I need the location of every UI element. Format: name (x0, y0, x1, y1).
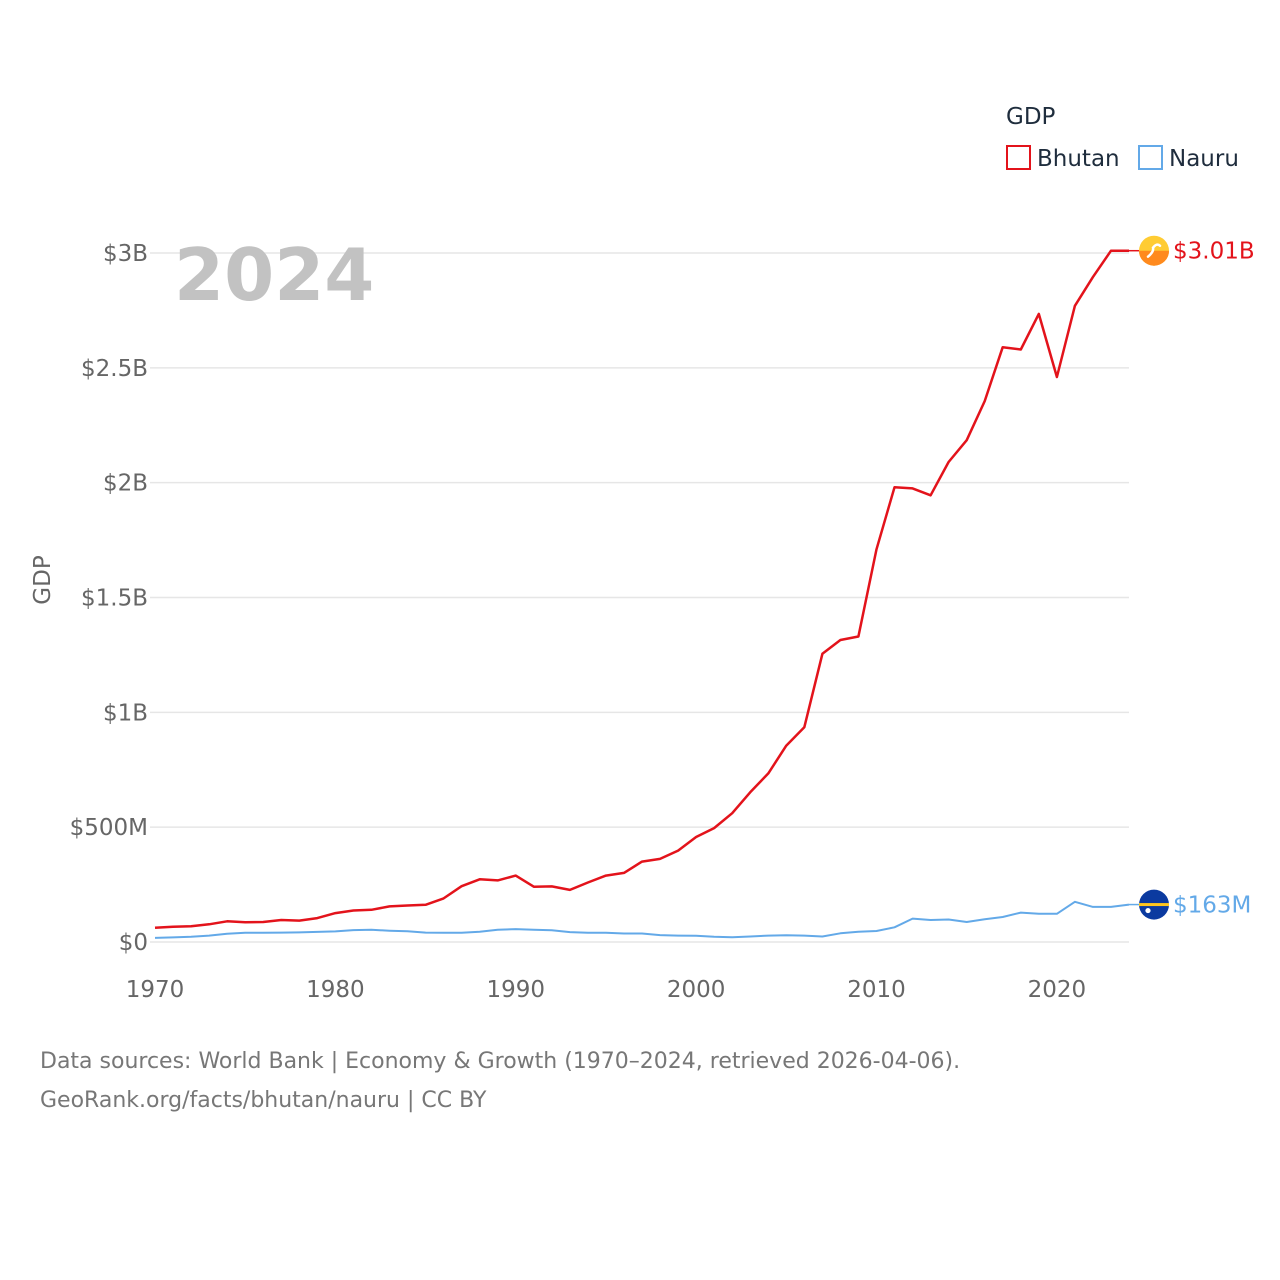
bhutan-flag-icon (1139, 235, 1169, 266)
y-tick-label: $500M (70, 815, 148, 841)
gridlines (150, 252, 1129, 943)
series-line-nauru (154, 900, 1130, 939)
y-axis: $0 $500M $1B $1.5B $2B $2.5B $3B (70, 241, 148, 956)
nauru-flag-icon (1139, 889, 1169, 920)
footer-sources: Data sources: World Bank | Economy & Gro… (40, 1049, 961, 1074)
legend-label-nauru: Nauru (1169, 146, 1239, 172)
y-axis-title: GDP (30, 555, 56, 605)
legend-swatch-bhutan (1006, 145, 1031, 170)
legend-swatch-nauru (1138, 145, 1163, 170)
y-tick-label: $2B (103, 471, 148, 497)
y-tick-label: $3B (103, 241, 148, 267)
x-tick-label: 2020 (1028, 977, 1087, 1003)
gdp-line-chart: $0 $500M $1B $1.5B $2B $2.5B $3B 1970 1980 1990 2… (30, 104, 1255, 1003)
x-tick-label: 1980 (306, 977, 365, 1003)
y-tick-label: $1B (103, 700, 148, 726)
legend-title: GDP (1006, 104, 1056, 130)
x-tick-label: 1970 (126, 977, 185, 1003)
legend: GDP Bhutan Nauru (1006, 104, 1239, 172)
end-value-label-bhutan: $3.01B (1173, 239, 1255, 265)
x-axis: 1970 1980 1990 2000 2010 2020 (126, 977, 1086, 1003)
series-lines (154, 249, 1130, 939)
x-tick-label: 1990 (486, 977, 545, 1003)
legend-item-bhutan[interactable]: Bhutan (1006, 145, 1120, 172)
x-tick-label: 2010 (847, 977, 906, 1003)
end-markers: $3.01B $163M (1129, 235, 1255, 920)
data-source-footer: Data sources: World Bank | Economy & Gro… (40, 1042, 1240, 1120)
legend-label-bhutan: Bhutan (1037, 146, 1120, 172)
end-value-label-nauru: $163M (1173, 893, 1251, 919)
x-tick-label: 2000 (667, 977, 726, 1003)
legend-item-nauru[interactable]: Nauru (1138, 145, 1239, 172)
y-tick-label: $1.5B (81, 586, 148, 612)
y-tick-label: $0 (119, 930, 148, 956)
footer-attribution: GeoRank.org/facts/bhutan/nauru | CC BY (40, 1088, 487, 1113)
series-line-bhutan (154, 249, 1129, 930)
current-year-label: 2024 (174, 233, 374, 317)
y-tick-label: $2.5B (81, 356, 148, 382)
